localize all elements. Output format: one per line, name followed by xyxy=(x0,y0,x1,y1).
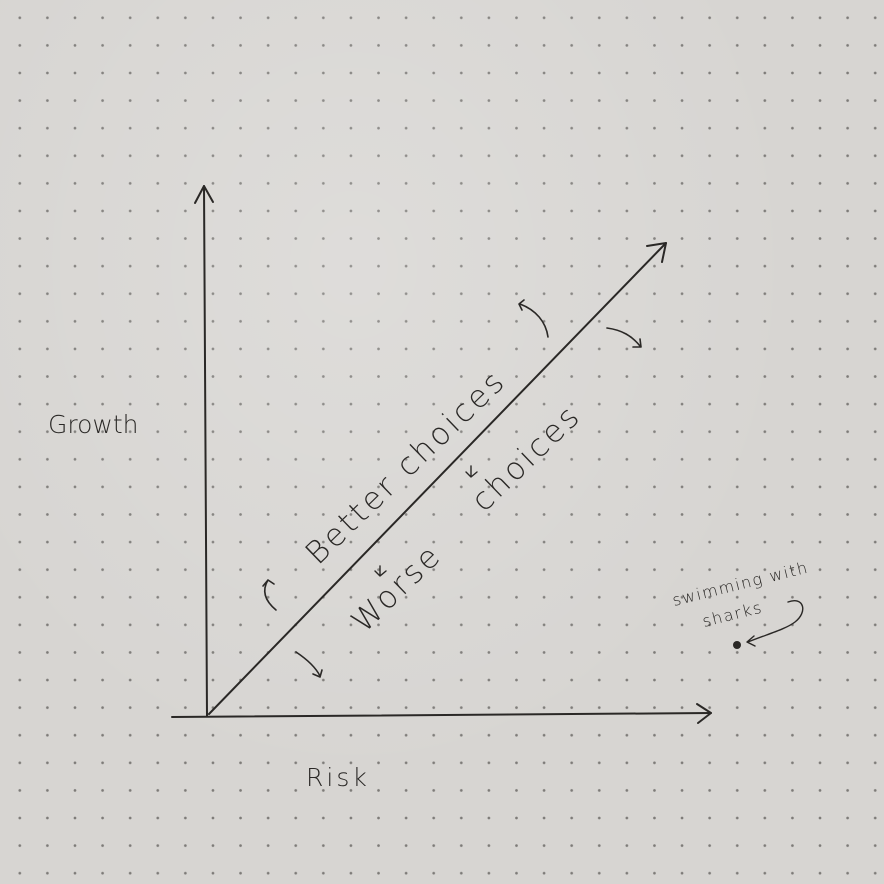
down-arrow-lower-left xyxy=(295,651,323,678)
down-arrow-right xyxy=(606,327,642,348)
y-axis-arrowhead xyxy=(194,185,214,204)
annotation-arrow xyxy=(746,600,804,647)
better-choices-label: Better choices xyxy=(299,363,514,572)
shark-point-marker xyxy=(733,641,741,649)
down-arrow-worse xyxy=(374,565,387,577)
diagonal-arrowhead xyxy=(646,242,667,263)
up-arrow-upper-right xyxy=(518,299,549,338)
annotation-line-2: sharks xyxy=(700,598,764,631)
down-arrow-choices xyxy=(465,465,478,478)
worse-label: Worse xyxy=(345,537,450,640)
y-axis-label: Growth xyxy=(48,410,139,439)
up-arrow-lower-left xyxy=(262,579,277,611)
y-axis-line xyxy=(203,185,208,717)
diagonal-line xyxy=(208,242,667,715)
x-axis-arrowhead xyxy=(696,703,712,724)
x-axis-line xyxy=(171,712,712,718)
x-axis-label: Risk xyxy=(306,763,370,792)
